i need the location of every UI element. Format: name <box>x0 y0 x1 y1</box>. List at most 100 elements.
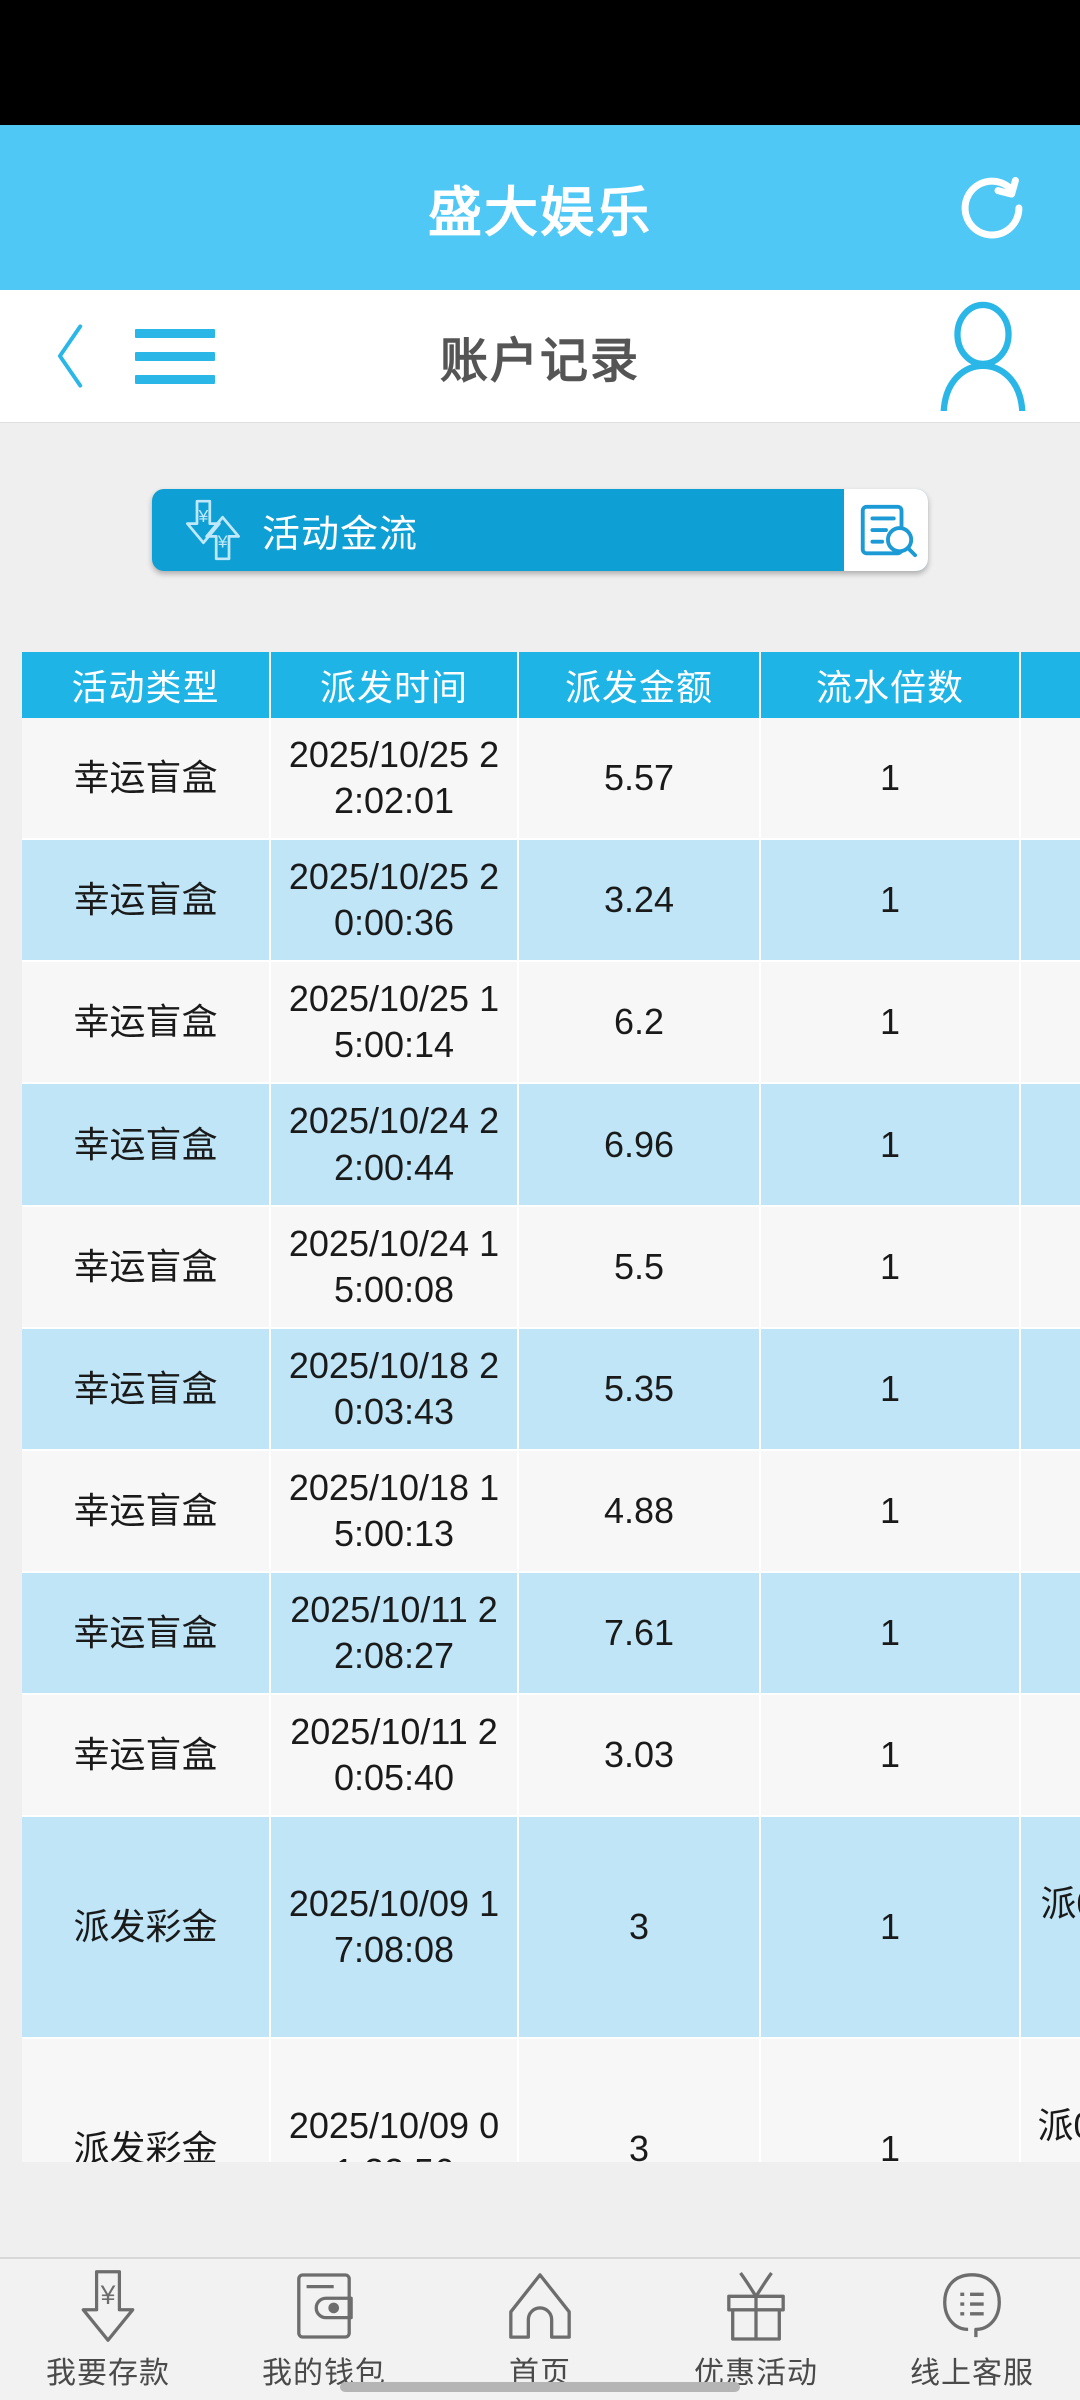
customer-service-icon <box>936 2268 1008 2344</box>
filter-area: ¥ ¥ 活动金流 <box>0 423 1080 645</box>
cell-turnover-multiple: 1 <box>760 718 1021 841</box>
cell-turnover-multiple: 1 <box>760 961 1021 1085</box>
flow-filter-bar[interactable]: ¥ ¥ 活动金流 <box>152 489 928 571</box>
nav-item-wallet[interactable]: 我的钱包 <box>216 2259 432 2400</box>
cell-issue-time: 2025/10/11 22:08:27 <box>270 1572 519 1696</box>
cell-issue-amount: 5.5 <box>518 1205 761 1329</box>
cell-issue-amount: 3.24 <box>518 839 761 963</box>
wallet-icon <box>288 2268 360 2344</box>
cell-activity-type: 派发彩金 <box>22 2038 271 2162</box>
cell-issue-time: 2025/10/24 15:00:08 <box>270 1205 519 1329</box>
col-header-issue-time: 派发时间 <box>270 652 519 718</box>
cell-issue-time: 2025/10/25 15:00:14 <box>270 961 519 1085</box>
user-avatar-icon[interactable] <box>928 301 1038 411</box>
cell-activity-type: 幸运盲盒 <box>22 1449 271 1574</box>
cash-flow-arrows-icon: ¥ ¥ <box>180 498 246 562</box>
cell-remark: 🎁盲 <box>1020 961 1080 1085</box>
cell-issue-time: 2025/10/09 01:22:56 <box>270 2038 519 2162</box>
cell-activity-type: 幸运盲盒 <box>22 839 271 963</box>
cell-issue-amount: 3 <box>518 2038 761 2162</box>
cell-remark: 🎁盲 <box>1020 1694 1080 1818</box>
cell-issue-amount: 7.61 <box>518 1572 761 1696</box>
cell-remark: 🎁盲 <box>1020 839 1080 963</box>
cell-issue-time: 2025/10/18 15:00:13 <box>270 1449 519 1574</box>
cell-activity-type: 派发彩金 <box>22 1816 271 2040</box>
brand-header: 盛大娱乐 <box>0 125 1080 290</box>
cell-issue-time: 2025/10/11 20:05:40 <box>270 1694 519 1818</box>
cell-issue-amount: 5.57 <box>518 718 761 841</box>
nav-item-deposit[interactable]: ¥ 我要存款 <box>0 2259 216 2400</box>
cell-issue-time: 2025/10/25 22:02:01 <box>270 718 519 841</box>
nav-item-home[interactable]: 首页 <box>432 2259 648 2400</box>
home-icon <box>504 2268 576 2344</box>
nav-item-support[interactable]: 线上客服 <box>864 2259 1080 2400</box>
cell-activity-type: 幸运盲盒 <box>22 1205 271 1329</box>
nav-label-deposit: 我要存款 <box>46 2356 170 2390</box>
brand-title: 盛大娱乐 <box>428 183 652 243</box>
cell-turnover-multiple: 1 <box>760 1327 1021 1451</box>
hamburger-menu-icon[interactable] <box>135 321 215 391</box>
page-title: 账户记录 <box>439 335 640 388</box>
records-table: 活动类型 派发时间 派发金额 流水倍数 幸运盲盒 2025/10/25 22:02… <box>22 652 1080 2162</box>
svg-text:¥: ¥ <box>198 506 209 526</box>
cell-turnover-multiple: 1 <box>760 1083 1021 1207</box>
cell-turnover-multiple: 1 <box>760 1694 1021 1818</box>
bottom-navigation-bar: ¥ 我要存款 我的钱包 首页 <box>0 2257 1080 2400</box>
cell-remark: 🎁盲 <box>1020 1205 1080 1329</box>
gift-icon: 🎁 <box>1027 859 1080 896</box>
cell-issue-amount: 4.88 <box>518 1449 761 1574</box>
nav-item-promotions[interactable]: 优惠活动 <box>648 2259 864 2400</box>
svg-text:¥: ¥ <box>217 532 228 552</box>
cell-remark: 派0，512蛇 <box>1020 1816 1080 2040</box>
gift-icon <box>720 2268 792 2344</box>
cell-issue-time: 2025/10/09 17:08:08 <box>270 1816 519 2040</box>
cell-remark: 🎁盲 <box>1020 1449 1080 1574</box>
col-header-turnover-multiple: 流水倍数 <box>760 652 1021 718</box>
cell-turnover-multiple: 1 <box>760 839 1021 963</box>
cell-activity-type: 幸运盲盒 <box>22 1327 271 1451</box>
document-search-icon[interactable] <box>844 489 928 571</box>
cell-turnover-multiple: 1 <box>760 1449 1021 1574</box>
cell-turnover-multiple: 1 <box>760 1205 1021 1329</box>
table-header-row: 活动类型 派发时间 派发金额 流水倍数 <box>22 652 1080 718</box>
cell-issue-time: 2025/10/18 20:03:43 <box>270 1327 519 1451</box>
menu-line-2 <box>135 351 215 361</box>
col-header-issue-amount: 派发金额 <box>518 652 761 718</box>
cell-issue-time: 2025/10/25 20:00:36 <box>270 839 519 963</box>
cell-activity-type: 幸运盲盒 <box>22 961 271 1085</box>
svg-text:¥: ¥ <box>100 2280 116 2310</box>
back-icon[interactable] <box>44 321 98 391</box>
deposit-arrow-yen-icon: ¥ <box>72 2268 144 2344</box>
refresh-icon[interactable] <box>952 168 1032 248</box>
gift-icon: 🎁 <box>1027 1347 1080 1384</box>
gift-icon: 🎁 <box>1027 1225 1080 1262</box>
cell-activity-type: 幸运盲盒 <box>22 1572 271 1696</box>
menu-line-1 <box>135 328 215 338</box>
nav-label-support: 线上客服 <box>910 2356 1034 2390</box>
cell-activity-type: 幸运盲盒 <box>22 718 271 841</box>
status-bar <box>0 0 1080 125</box>
col-header-activity-type: 活动类型 <box>22 652 271 718</box>
records-table-container[interactable]: 活动类型 派发时间 派发金额 流水倍数 幸运盲盒 2025/10/25 22:02… <box>22 652 1080 2162</box>
gift-icon: 🎁 <box>1027 1103 1080 1140</box>
cell-issue-amount: 6.96 <box>518 1083 761 1207</box>
gift-icon: 🎁 <box>1027 1591 1080 1628</box>
gift-icon: 🎁 <box>1027 981 1080 1018</box>
sub-navigation-bar: 账户记录 <box>0 290 1080 423</box>
menu-line-3 <box>135 374 215 384</box>
cell-issue-amount: 5.35 <box>518 1327 761 1451</box>
col-header-remark <box>1020 652 1080 718</box>
